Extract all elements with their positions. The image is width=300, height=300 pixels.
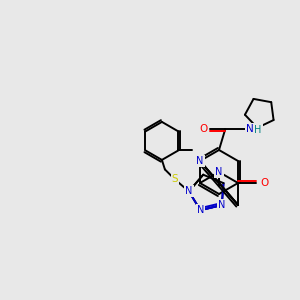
Text: N: N (218, 200, 226, 210)
Text: N: N (197, 205, 204, 215)
Text: O: O (200, 124, 208, 134)
Text: N: N (215, 167, 223, 177)
Text: O: O (260, 178, 268, 188)
Text: N: N (196, 156, 204, 166)
Text: S: S (172, 174, 178, 184)
Text: N: N (246, 124, 254, 134)
Text: H: H (254, 125, 262, 135)
Text: N: N (185, 186, 193, 197)
